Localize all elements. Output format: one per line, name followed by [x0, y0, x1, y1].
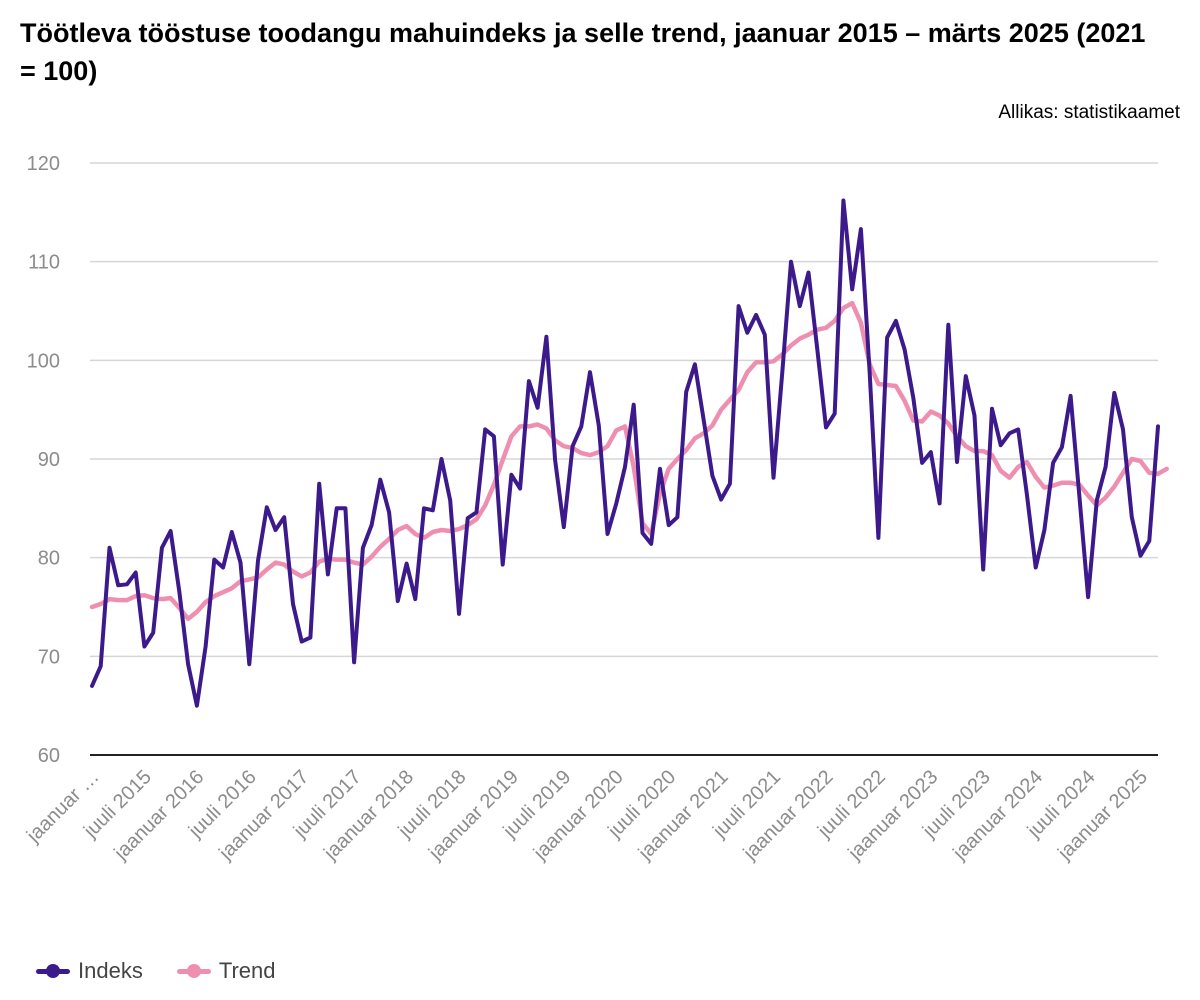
- line-chart: 60 70 80 90 100 110 120 jaanuar …juuli 2015jaa…: [22, 153, 1169, 865]
- y-tick-label: 60: [38, 745, 60, 767]
- y-axis-ticks: 60 70 80 90 100 110 120: [27, 153, 60, 767]
- y-tick-label: 90: [38, 449, 60, 471]
- y-tick-label: 120: [27, 153, 60, 175]
- legend-dot-indeks: [46, 964, 60, 978]
- legend-item-indeks[interactable]: Indeks: [36, 958, 143, 984]
- legend-label-indeks: Indeks: [78, 958, 143, 983]
- legend: Indeks Trend: [36, 958, 275, 984]
- legend-swatch-trend: [176, 964, 211, 978]
- source-note: Allikas: statistikaamet: [998, 102, 1180, 123]
- y-tick-label: 110: [28, 252, 60, 274]
- y-tick-label: 70: [38, 646, 60, 668]
- legend-dot-trend: [186, 964, 201, 978]
- series-line-indeks[interactable]: [90, 198, 1160, 708]
- series-line-trend[interactable]: [89, 300, 1169, 622]
- gridlines: [90, 162, 1158, 756]
- legend-swatch-indeks: [36, 964, 70, 978]
- chart-title: Töötleva tööstuse toodangu mahuindeks ja…: [20, 18, 1146, 86]
- series-lines: [89, 198, 1169, 708]
- legend-label-trend: Trend: [218, 958, 276, 983]
- y-tick-label: 80: [38, 548, 60, 570]
- y-tick-label: 100: [27, 350, 60, 372]
- legend-item-trend[interactable]: Trend: [176, 958, 276, 984]
